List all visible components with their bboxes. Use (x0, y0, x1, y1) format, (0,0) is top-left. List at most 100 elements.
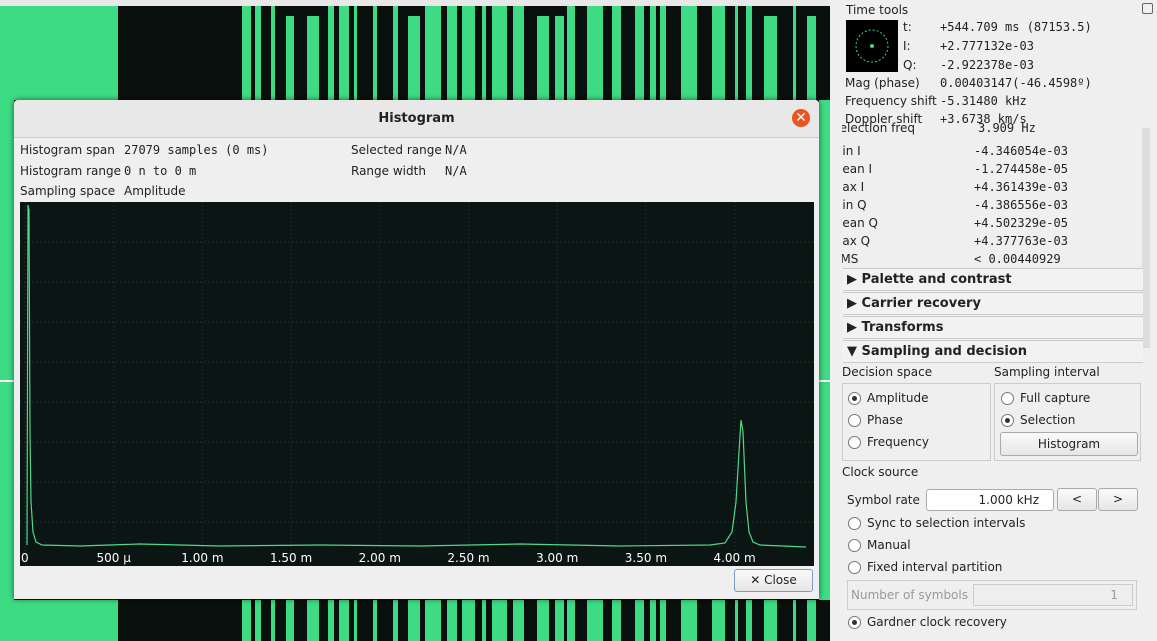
radio-label: Full capture (1020, 391, 1091, 405)
next-button[interactable]: > (1098, 488, 1138, 511)
x-tick-label: 3.50 m (625, 551, 667, 565)
x-tick-label: 1.50 m (270, 551, 312, 565)
radio[interactable] (1001, 414, 1014, 427)
stat-value: +4.377763e-03 (974, 234, 1068, 248)
expand-arrow: ▶ (847, 320, 862, 335)
waterfall-bar (339, 600, 349, 641)
radio[interactable] (848, 517, 861, 530)
radio-label: Fixed interval partition (867, 560, 1003, 574)
waterfall-bar (793, 6, 796, 100)
section-header[interactable]: ▶ Carrier recovery (843, 292, 1143, 315)
x-tick-label: 3.00 m (536, 551, 578, 565)
waterfall-bar (635, 6, 644, 100)
stat-label: Selection freq (842, 122, 916, 135)
plot-bg (20, 202, 814, 566)
radio[interactable] (848, 539, 861, 552)
radio[interactable] (848, 392, 861, 405)
waterfall-bar (513, 6, 524, 100)
row-label: Q: (903, 58, 917, 72)
waterfall-bar (793, 600, 796, 641)
panel-title: Time tools (846, 3, 909, 17)
waterfall-bar (660, 600, 666, 641)
waterfall-bar (650, 6, 656, 100)
waterfall-bar (650, 600, 656, 641)
close-icon[interactable]: ✕ (792, 109, 810, 127)
prev-button[interactable]: < (1057, 488, 1097, 511)
radio[interactable] (848, 616, 861, 629)
group-box (994, 383, 1141, 461)
waterfall-bar (447, 600, 457, 641)
stat-label: Min Q (842, 198, 867, 212)
waterfall-edge (0, 0, 830, 6)
waterfall-band (0, 600, 118, 641)
expand-arrow: ▼ (847, 344, 862, 359)
waterfall-bar (555, 600, 564, 641)
info-label: Sampling space (20, 184, 116, 198)
waterfall-bar (712, 6, 725, 100)
waterfall-bar (492, 6, 507, 100)
waterfall-bar (735, 600, 738, 641)
waterfall-bar (393, 6, 398, 100)
radio-label: Frequency (867, 435, 929, 449)
waterfall-bar (635, 600, 644, 641)
info-label: Histogram range (20, 164, 121, 178)
histogram-curve (26, 204, 807, 548)
radio[interactable] (848, 561, 861, 574)
close-label: Close (764, 573, 797, 587)
stat-value: +4.361439e-03 (974, 180, 1068, 194)
waterfall-bar (537, 600, 549, 641)
waterfall-bar (255, 6, 261, 100)
row-value: 0.00403147(-46.4598º) (940, 76, 1092, 90)
waterfall-bar (807, 16, 816, 110)
radio-label: Sync to selection intervals (867, 516, 1026, 530)
radio[interactable] (848, 414, 861, 427)
expand-arrow: ▶ (847, 296, 862, 311)
info-value: N/A (445, 164, 467, 178)
x-tick-label: 500 µ (97, 551, 132, 565)
radio[interactable] (848, 436, 861, 449)
waterfall (0, 0, 830, 641)
row-value: +544.709 ms (87153.5) (940, 20, 1092, 34)
radio-label: Manual (867, 538, 911, 552)
waterfall-bar (567, 6, 575, 100)
stat-label: Mean I (842, 162, 873, 176)
row-label: t: (903, 20, 912, 34)
waterfall-bar (462, 6, 475, 100)
info-label: Histogram span (20, 143, 115, 157)
waterfall-bar (712, 600, 725, 641)
row-label: Frequency shift (845, 94, 937, 108)
x-tick-label: 0 (21, 551, 29, 565)
waterfall-bar (339, 6, 349, 100)
scrollbar[interactable] (1142, 128, 1150, 348)
histogram-button[interactable]: Histogram (1000, 432, 1138, 456)
info-label: Selected range (351, 143, 442, 157)
waterfall-bar (373, 600, 377, 641)
waterfall-bar (255, 600, 261, 641)
symbol-rate-input[interactable]: 1.000 kHz (926, 489, 1054, 511)
radio-label: Selection (1020, 413, 1076, 427)
waterfall-bar (587, 600, 603, 641)
x-tick-label: 2.00 m (359, 551, 401, 565)
section-header[interactable]: ▼ Sampling and decision (843, 340, 1143, 363)
stat-label: Min I (842, 144, 861, 158)
waterfall-bar (354, 600, 357, 641)
x-tick-label: 2.50 m (447, 551, 489, 565)
waterfall-bar (537, 16, 549, 110)
radio[interactable] (1001, 392, 1014, 405)
row-label: Mag (phase) (845, 76, 920, 90)
info-value: Amplitude (124, 184, 186, 198)
waterfall-bar (425, 6, 441, 100)
waterfall-bar (746, 600, 752, 641)
section-header[interactable]: ▶ Palette and contrast (843, 268, 1143, 291)
histogram-plot: 0 500 µ 1.00 m 1.50 m 2.00 m 2.50 m 3.00 m 3.50… (20, 202, 814, 566)
stat-label: Max Q (842, 234, 871, 248)
waterfall-band (819, 100, 830, 600)
row-value: -2.922378e-03 (940, 58, 1034, 72)
section-header[interactable]: ▶ Transforms (843, 316, 1143, 339)
stat-value: -4.346054e-03 (974, 144, 1068, 158)
close-button[interactable]: ✕ Close (734, 569, 813, 592)
radio-label: Amplitude (867, 391, 929, 405)
waterfall-bar (328, 600, 334, 641)
detach-icon[interactable] (1142, 3, 1153, 14)
waterfall-bar (567, 600, 575, 641)
